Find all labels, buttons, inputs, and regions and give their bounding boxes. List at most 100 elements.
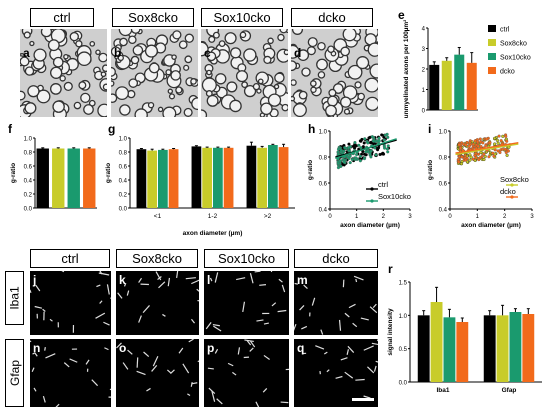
if-signal [259, 284, 267, 286]
panel-letter-g: g [108, 122, 116, 136]
axon-profile [283, 49, 290, 56]
bar-Sox10cko [67, 148, 80, 208]
y-axis-label: g-ratio [105, 163, 112, 183]
point-Sox10cko [359, 146, 363, 150]
x-tick-label: 3 [530, 214, 534, 220]
point-dcko [476, 144, 480, 148]
x-tick-label: 0 [328, 214, 332, 220]
chart-h-scatter: 0.4 0.6 0.8 1.0 0 1 2 3 g-ratio axon diameter (µm… [307, 130, 412, 230]
legend-marker-Sox8cko [510, 183, 514, 187]
if-signal [347, 345, 355, 353]
axon-profile [76, 51, 92, 67]
if-signal [191, 382, 198, 385]
if-signal [98, 272, 110, 276]
axon-profile [63, 53, 69, 60]
point-ctrl [359, 139, 363, 143]
if-signal [216, 398, 223, 405]
axon-profile [110, 46, 122, 57]
bar-ctrl-<1 [136, 149, 147, 208]
axon-profile [212, 31, 220, 39]
point-Sox10cko [354, 156, 358, 160]
point-dcko [506, 149, 510, 153]
axon-profile [267, 37, 274, 45]
axon-profile [342, 27, 357, 42]
point-ctrl [381, 151, 385, 155]
x-tick-label: Gfap [502, 387, 517, 394]
axon-profile [190, 78, 197, 85]
legend-label-ctrl: ctrl [500, 27, 510, 34]
em-micrograph-dcko [285, 23, 385, 119]
legend-swatch-dcko [488, 67, 496, 74]
panel-letter-h: h [308, 122, 316, 136]
bar-Sox10cko-Iba1 [443, 317, 456, 382]
point-Sox10cko [385, 132, 389, 136]
axon-profile [291, 23, 304, 35]
point-Sox8cko [505, 153, 509, 157]
if-signal [213, 325, 222, 332]
axon-profile [347, 64, 363, 80]
if-signal [136, 357, 139, 368]
axon-profile [367, 42, 383, 57]
panel-letter-j: j [33, 273, 37, 287]
if-signal [127, 349, 133, 355]
point-Sox10cko [377, 136, 381, 140]
point-Sox10cko [348, 154, 352, 158]
if-signal [299, 305, 305, 311]
if-signal [166, 369, 172, 374]
axon-profile [24, 66, 35, 76]
if-signal [146, 387, 151, 392]
legend-label-Sox10cko: Sox10cko [500, 55, 531, 62]
if-signal [372, 303, 377, 309]
panel-letter-q: q [297, 341, 305, 355]
point-dcko [493, 148, 497, 152]
if-signal [55, 266, 65, 273]
if-signal [367, 366, 375, 374]
fit-line-Sox10cko [335, 138, 397, 159]
if-signal [311, 297, 316, 306]
panel-letter-o: o [119, 341, 127, 355]
point-Sox8cko [459, 162, 464, 166]
em-micrograph-sox10cko [193, 23, 293, 121]
axon-profile [277, 33, 285, 42]
point-Sox10cko [383, 146, 387, 150]
x-tick-label: <1 [154, 213, 162, 220]
if-signal [117, 292, 123, 299]
point-dcko [457, 143, 461, 147]
axon-profile [23, 31, 31, 39]
if-signal [185, 277, 196, 280]
axon-profile [201, 77, 217, 93]
point-dcko [464, 143, 468, 147]
if-gfap-dcko [294, 334, 381, 407]
axon-profile [316, 58, 328, 71]
y-tick-label: 0.8 [119, 151, 128, 157]
if-signal [270, 265, 273, 273]
point-Sox10cko [386, 144, 390, 148]
point-dcko [484, 144, 488, 148]
if-signal [278, 278, 283, 283]
y-tick-label: 0.8 [319, 156, 328, 162]
if-signal [45, 353, 56, 359]
point-Sox8cko [479, 150, 483, 155]
axon-profile [168, 93, 176, 100]
if-signal [69, 358, 78, 363]
if-signal [191, 279, 200, 285]
if-signal [31, 367, 35, 373]
point-dcko [503, 147, 507, 151]
point-dcko [488, 141, 492, 145]
if-signal [211, 391, 216, 402]
y-tick-label: 0.4 [24, 179, 33, 185]
axon-profile [286, 60, 298, 72]
axon-profile [144, 44, 159, 58]
axon-profile [29, 40, 35, 47]
axon-profile [224, 32, 237, 45]
bar-Sox10cko-1-2 [213, 147, 223, 208]
panel-letter-d: d [294, 46, 302, 60]
legend-marker-ctrl [370, 187, 374, 191]
bar-dcko-<1 [168, 149, 179, 208]
point-Sox10cko [353, 141, 357, 145]
if-signal [188, 338, 194, 343]
legend-label-ctrl: ctrl [378, 180, 388, 189]
axon-profile [252, 83, 261, 91]
y-tick-label: 0.6 [439, 182, 448, 188]
if-signal [227, 362, 234, 367]
